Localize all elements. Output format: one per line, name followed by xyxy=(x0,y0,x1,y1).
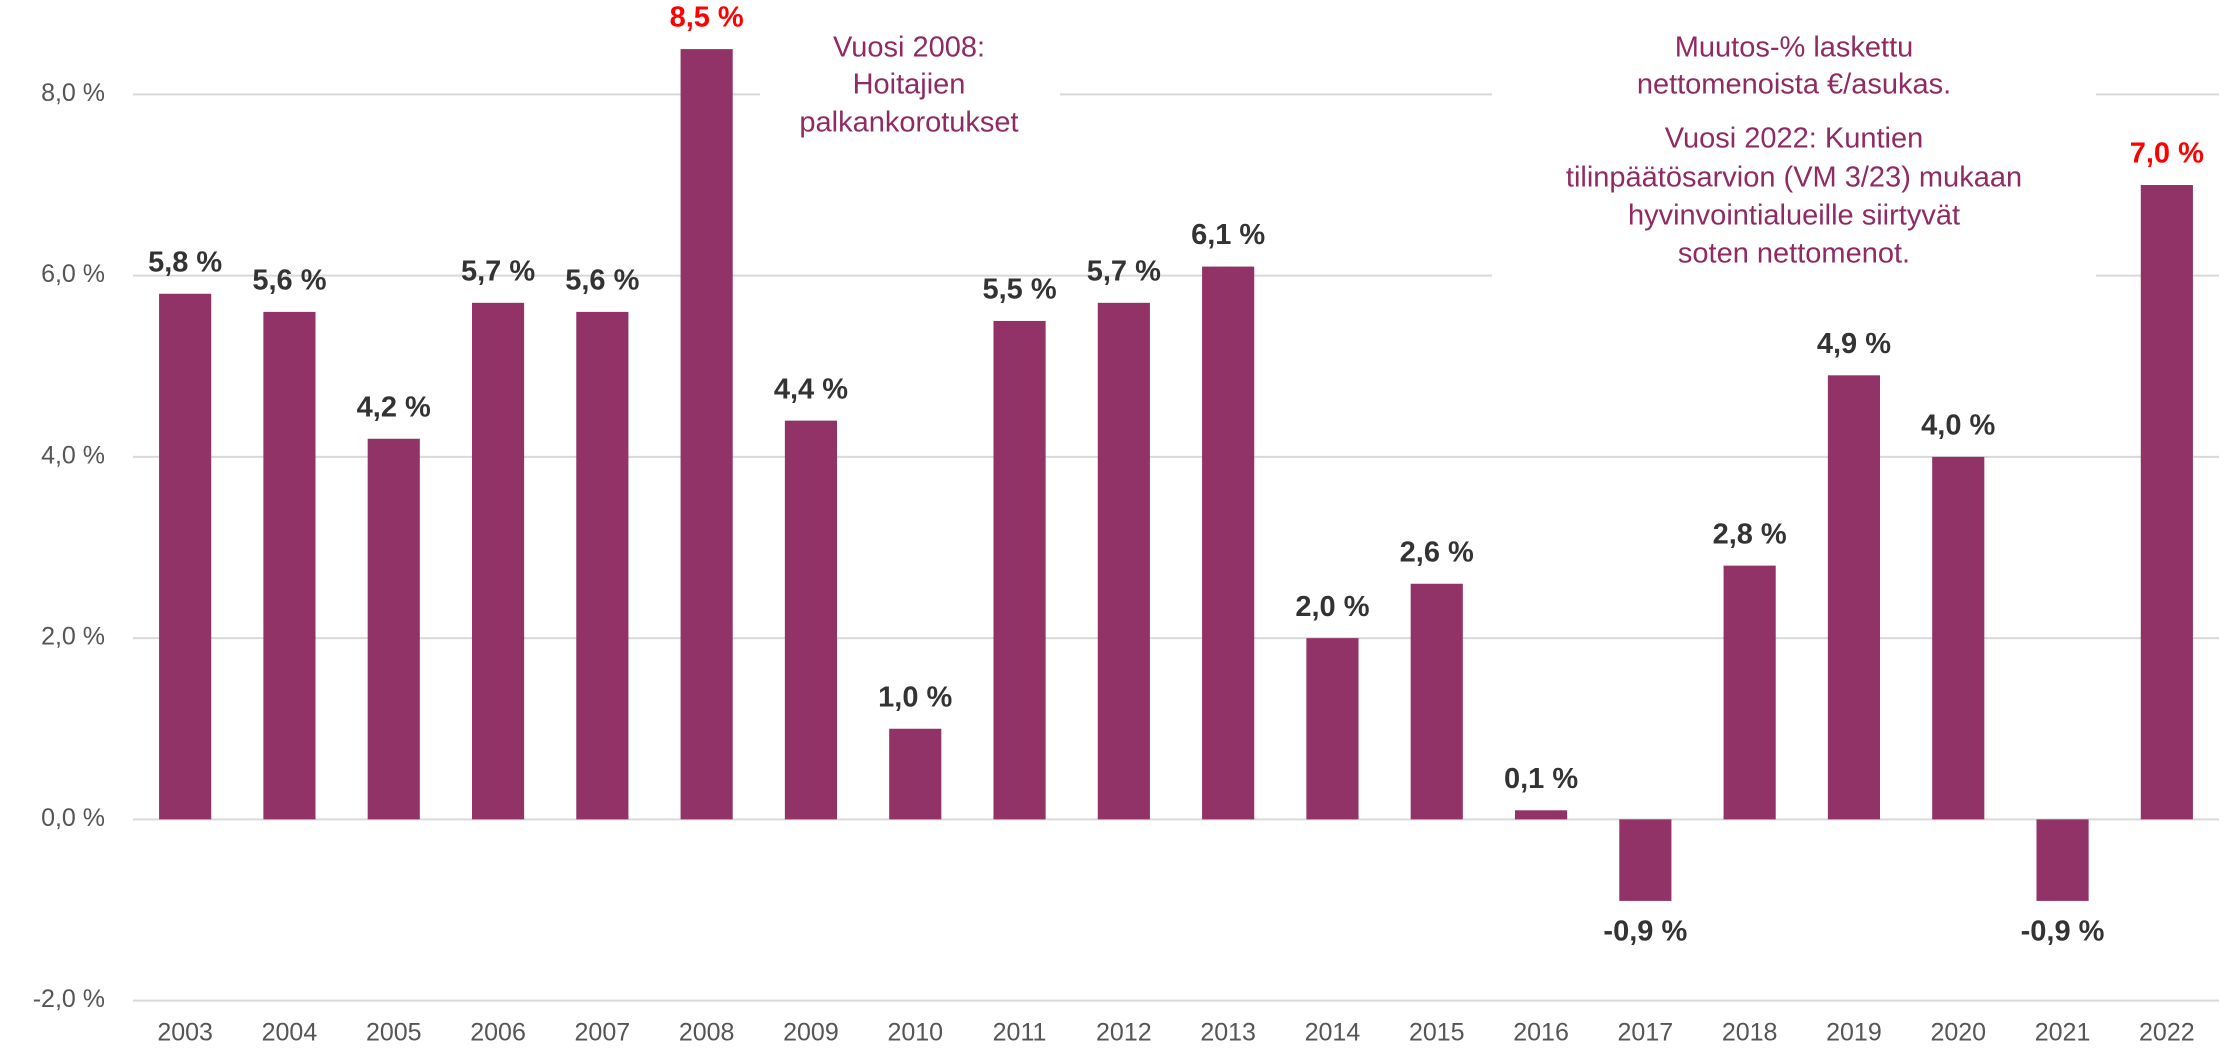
x-tick-label: 2012 xyxy=(1096,1019,1152,1047)
annotation: Muutos-% laskettu xyxy=(1675,32,1914,64)
bar xyxy=(889,728,942,820)
bar xyxy=(2140,185,2193,820)
x-tick-label: 2017 xyxy=(1618,1019,1674,1047)
y-tick-label: -2,0 % xyxy=(33,985,105,1013)
annotation: soten nettomenot. xyxy=(1678,238,1910,270)
bar xyxy=(1827,375,1881,820)
x-tick-label: 2010 xyxy=(887,1019,943,1047)
bar xyxy=(576,311,629,820)
bar xyxy=(1202,266,1255,820)
x-tick-label: 2020 xyxy=(1930,1019,1986,1047)
y-tick-label: 0,0 % xyxy=(41,804,105,832)
annotation-background xyxy=(760,28,1060,144)
bar xyxy=(1306,638,1359,820)
x-tick-label: 2013 xyxy=(1200,1019,1256,1047)
x-tick-label: 2016 xyxy=(1513,1019,1569,1047)
x-tick-label: 2015 xyxy=(1409,1019,1465,1047)
value-label: 5,6 % xyxy=(252,265,326,297)
annotation-background xyxy=(1492,28,2096,278)
value-label: 5,7 % xyxy=(1087,255,1161,287)
value-label: 6,1 % xyxy=(1191,219,1265,251)
x-tick-label: 2018 xyxy=(1722,1019,1778,1047)
value-label: 8,5 % xyxy=(670,2,744,34)
x-tick-label: 2009 xyxy=(783,1019,839,1047)
value-label: 0,1 % xyxy=(1504,763,1578,795)
value-label: -0,9 % xyxy=(1603,916,1687,948)
bar xyxy=(680,49,733,820)
bar xyxy=(1410,583,1463,820)
value-label: 5,8 % xyxy=(148,246,222,278)
x-tick-label: 2021 xyxy=(2035,1019,2091,1047)
annotation: Vuosi 2008: xyxy=(833,32,985,64)
bar xyxy=(993,320,1046,820)
value-label: 1,0 % xyxy=(878,681,952,713)
value-label: 2,6 % xyxy=(1400,536,1474,568)
x-tick-label: 2008 xyxy=(679,1019,735,1047)
x-tick-label: 2006 xyxy=(470,1019,526,1047)
annotation: hyvinvointialueille siirtyvät xyxy=(1628,200,1960,232)
x-tick-label: 2004 xyxy=(262,1019,318,1047)
value-label: 5,5 % xyxy=(982,274,1056,306)
x-tick-label: 2003 xyxy=(157,1019,213,1047)
x-tick-label: 2022 xyxy=(2139,1019,2195,1047)
x-tick-label: 2011 xyxy=(993,1019,1047,1047)
annotation: Hoitajien xyxy=(853,69,966,101)
value-label: -0,9 % xyxy=(2021,916,2105,948)
value-label: 5,7 % xyxy=(461,255,535,287)
value-label: 4,4 % xyxy=(774,373,848,405)
y-tick-label: 8,0 % xyxy=(41,79,105,107)
y-tick-label: 6,0 % xyxy=(41,260,105,288)
x-tick-label: 2005 xyxy=(366,1019,422,1047)
annotation: Vuosi 2022: Kuntien xyxy=(1665,123,1924,155)
y-tick-label: 4,0 % xyxy=(41,441,105,469)
y-tick-label: 2,0 % xyxy=(41,623,105,651)
bar xyxy=(367,438,420,820)
bar xyxy=(784,420,838,820)
bar xyxy=(1619,819,1672,901)
x-tick-label: 2014 xyxy=(1305,1019,1361,1047)
bar xyxy=(471,302,525,820)
bar xyxy=(1723,565,1776,820)
bar xyxy=(2036,819,2089,901)
value-label: 2,8 % xyxy=(1713,518,1787,550)
bar xyxy=(1514,810,1568,820)
value-label: 5,6 % xyxy=(565,265,639,297)
value-label: 4,0 % xyxy=(1921,410,1995,442)
annotation: palkankorotukset xyxy=(799,107,1018,139)
annotation: tilinpäätösarvion (VM 3/23) mukaan xyxy=(1566,162,2022,194)
x-tick-label: 2007 xyxy=(575,1019,631,1047)
value-label: 2,0 % xyxy=(1295,591,1369,623)
value-label: 4,2 % xyxy=(357,391,431,423)
x-tick-label: 2019 xyxy=(1826,1019,1882,1047)
value-label: 4,9 % xyxy=(1817,328,1891,360)
value-label: 7,0 % xyxy=(2130,138,2204,170)
annotation: nettomenoista €/asukas. xyxy=(1637,69,1951,101)
bar xyxy=(1097,302,1150,820)
bar xyxy=(263,311,316,820)
bar xyxy=(1932,456,1985,820)
bar xyxy=(159,293,212,820)
